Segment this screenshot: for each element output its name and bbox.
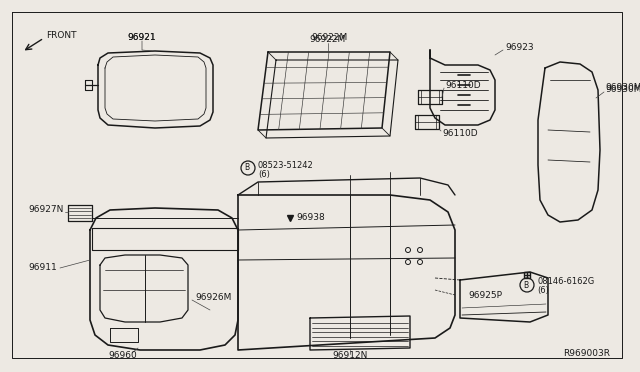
Text: B: B <box>244 164 249 173</box>
Text: B: B <box>523 280 528 289</box>
Text: 96921: 96921 <box>128 32 156 42</box>
Text: 96938: 96938 <box>296 214 324 222</box>
Text: 96930M: 96930M <box>605 83 640 93</box>
Text: (6): (6) <box>258 170 270 179</box>
Text: 08146-6162G: 08146-6162G <box>537 278 595 286</box>
Text: 96911: 96911 <box>28 263 57 273</box>
Text: (6): (6) <box>537 286 549 295</box>
Text: 96930M: 96930M <box>605 86 640 94</box>
Text: 96960: 96960 <box>108 350 137 359</box>
Text: 96922M: 96922M <box>312 33 348 42</box>
Text: R969003R: R969003R <box>563 349 610 358</box>
Text: 96921: 96921 <box>128 33 156 42</box>
Text: 96927N: 96927N <box>28 205 63 215</box>
Text: 96923: 96923 <box>505 44 534 52</box>
Text: 96926M: 96926M <box>195 294 232 302</box>
Text: FRONT: FRONT <box>46 32 77 41</box>
Text: 96912N: 96912N <box>332 352 368 360</box>
Text: 96110D: 96110D <box>445 81 481 90</box>
Text: 96110D: 96110D <box>442 128 477 138</box>
Text: 96925P: 96925P <box>468 291 502 299</box>
Text: 08523-51242: 08523-51242 <box>258 160 314 170</box>
Text: 96922M: 96922M <box>310 35 346 45</box>
